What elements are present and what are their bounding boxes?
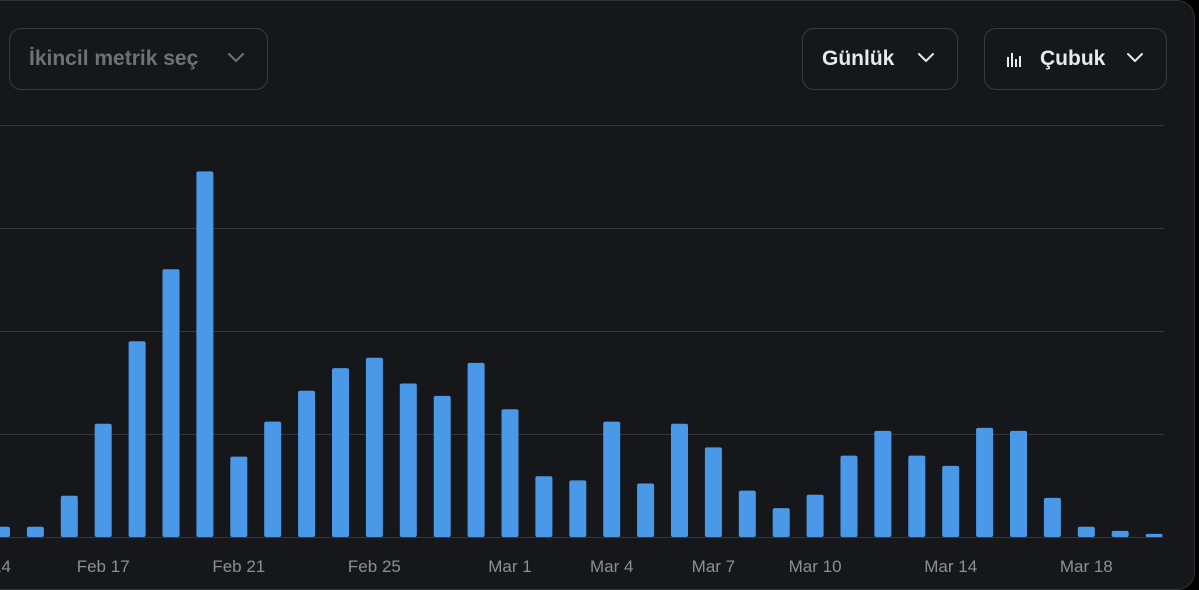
chevron-down-icon [228, 53, 244, 62]
bar[interactable] [467, 362, 485, 537]
bar[interactable] [433, 395, 451, 537]
bar[interactable] [230, 456, 248, 537]
x-tick-label: Mar 4 [590, 557, 633, 576]
bar[interactable] [806, 494, 824, 537]
chevron-down-icon [1127, 53, 1143, 62]
bar[interactable] [332, 368, 349, 537]
bar[interactable] [365, 357, 383, 537]
x-tick-label: Mar 18 [1060, 557, 1113, 576]
chart-type-label: Çubuk [1040, 47, 1106, 70]
chart-type-dropdown[interactable]: Çubuk [984, 28, 1167, 90]
bar[interactable] [298, 390, 316, 537]
x-tick-label: Mar 14 [924, 557, 977, 576]
bar[interactable] [603, 421, 621, 537]
bar[interactable] [399, 383, 417, 537]
bar[interactable] [196, 171, 214, 537]
bar[interactable] [840, 455, 858, 537]
bar[interactable] [94, 423, 112, 537]
bar[interactable] [671, 423, 688, 537]
bar[interactable] [26, 526, 44, 537]
bar[interactable] [908, 455, 926, 537]
bar[interactable] [976, 427, 994, 537]
bar[interactable] [942, 465, 960, 537]
bar[interactable] [704, 447, 722, 537]
bar-chart-icon [1007, 53, 1021, 67]
bar[interactable] [738, 490, 756, 537]
bar[interactable] [1111, 530, 1129, 537]
chevron-down-icon [918, 53, 934, 62]
x-tick-label: Mar 7 [692, 557, 735, 576]
x-tick-label: 14 [0, 557, 11, 576]
period-label: Günlük [822, 47, 895, 70]
x-tick-label: Mar 10 [789, 557, 842, 576]
bar[interactable] [60, 495, 78, 537]
bar[interactable] [874, 430, 892, 537]
bar[interactable] [128, 341, 146, 537]
x-tick-label: Mar 1 [488, 557, 531, 576]
bar[interactable] [501, 409, 519, 537]
secondary-metric-dropdown[interactable]: İkincil metrik seç [9, 28, 268, 90]
secondary-metric-label: İkincil metrik seç [29, 47, 199, 70]
bar[interactable] [772, 508, 790, 537]
bar[interactable] [637, 483, 655, 537]
bar[interactable] [1010, 430, 1027, 537]
bar[interactable] [1145, 533, 1163, 537]
bar[interactable] [1077, 526, 1095, 537]
bar[interactable] [162, 269, 180, 537]
bar[interactable] [569, 480, 587, 537]
x-tick-label: Feb 25 [348, 557, 401, 576]
bar[interactable] [535, 476, 553, 537]
x-tick-label: Feb 17 [77, 557, 130, 576]
bar[interactable] [1043, 497, 1061, 537]
bar[interactable] [264, 421, 282, 537]
x-tick-label: Feb 21 [212, 557, 265, 576]
bar[interactable] [0, 526, 10, 537]
period-dropdown[interactable]: Günlük [802, 28, 958, 90]
